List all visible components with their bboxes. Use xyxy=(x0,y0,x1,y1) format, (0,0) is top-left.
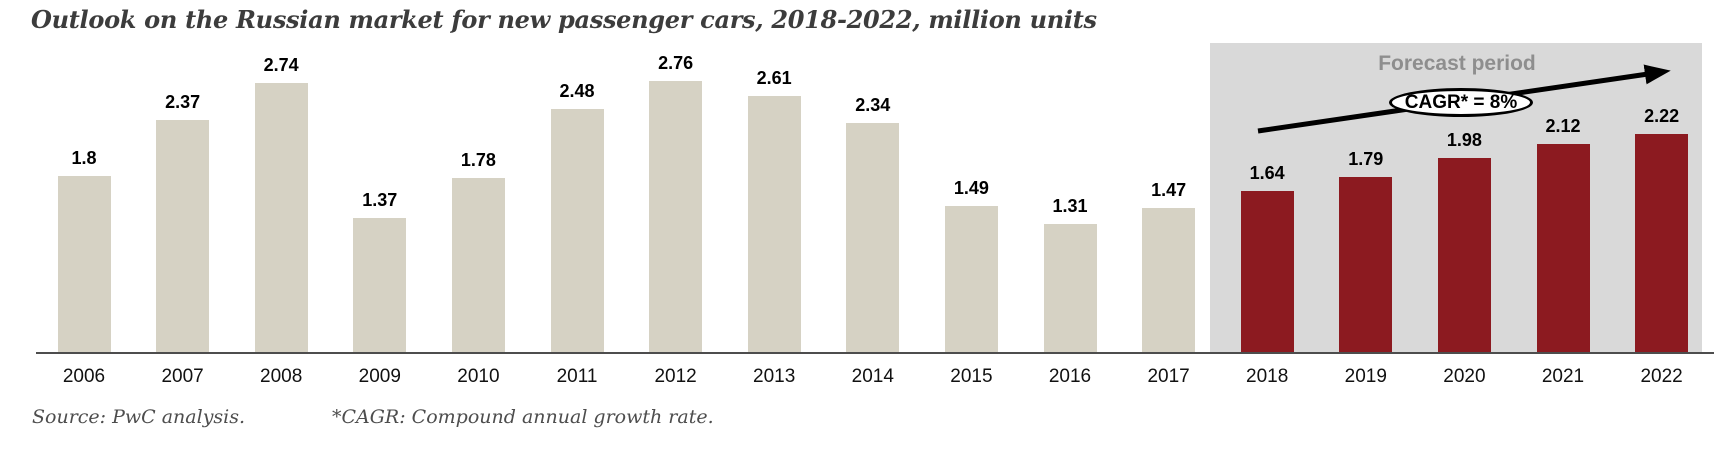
bar-2006 xyxy=(57,176,111,353)
value-label-2012: 2.76 xyxy=(658,53,694,73)
value-label-2007: 2.37 xyxy=(165,92,201,112)
year-label-2014: 2014 xyxy=(851,366,894,387)
value-label-2009: 1.37 xyxy=(362,190,398,210)
x-axis-line xyxy=(36,352,1714,354)
value-label-2019: 1.79 xyxy=(1348,149,1384,169)
value-label-2017: 1.47 xyxy=(1151,180,1187,200)
bar-2016 xyxy=(1043,224,1097,353)
bar-2010 xyxy=(451,178,505,353)
bar-2020 xyxy=(1437,158,1491,353)
value-label-2014: 2.34 xyxy=(855,95,891,115)
bar-2012 xyxy=(649,81,703,353)
year-label-2013: 2013 xyxy=(753,366,796,387)
year-label-2016: 2016 xyxy=(1048,366,1092,387)
year-label-2008: 2008 xyxy=(260,366,303,387)
year-label-2018: 2018 xyxy=(1246,366,1289,387)
bar-2017 xyxy=(1142,208,1196,353)
bar-2013 xyxy=(747,96,801,353)
bar-2021 xyxy=(1536,144,1590,353)
year-label-2020: 2020 xyxy=(1443,366,1486,387)
bar-2009 xyxy=(353,218,407,353)
year-label-2010: 2010 xyxy=(457,366,500,387)
year-label-2009: 2009 xyxy=(358,366,401,387)
year-label-2021: 2021 xyxy=(1541,366,1585,387)
bar-2007 xyxy=(156,120,210,353)
cagr-footnote: *CAGR: Compound annual growth rate. xyxy=(332,406,714,428)
value-label-2015: 1.49 xyxy=(953,178,989,198)
value-label-2022: 2.22 xyxy=(1644,106,1680,126)
value-label-2010: 1.78 xyxy=(460,150,496,170)
year-label-2012: 2012 xyxy=(654,366,697,387)
cagr-callout: CAGR* = 8% xyxy=(1389,88,1533,117)
source-note: Source: PwC analysis. xyxy=(32,406,246,428)
cagr-callout-label: CAGR* = 8% xyxy=(1404,91,1518,113)
bar-2011 xyxy=(550,109,604,353)
year-label-2011: 2011 xyxy=(556,366,598,387)
value-label-2021: 2.12 xyxy=(1545,116,1581,136)
value-label-2006: 1.8 xyxy=(71,148,97,168)
bar-2015 xyxy=(944,206,998,353)
footer: Source: PwC analysis. *CAGR: Compound an… xyxy=(0,406,1732,436)
value-label-2018: 1.64 xyxy=(1249,163,1285,183)
value-label-2016: 1.31 xyxy=(1052,196,1088,216)
bar-2022 xyxy=(1635,134,1689,353)
value-label-2008: 2.74 xyxy=(263,55,299,75)
chart-title: Outlook on the Russian market for new pa… xyxy=(31,5,1097,34)
year-label-2015: 2015 xyxy=(950,366,993,387)
bar-2014 xyxy=(846,123,900,353)
year-label-2022: 2022 xyxy=(1640,366,1683,387)
bar-2018 xyxy=(1240,191,1294,353)
value-label-2013: 2.61 xyxy=(756,68,792,88)
bar-2008 xyxy=(254,83,308,353)
year-label-2007: 2007 xyxy=(161,366,204,387)
forecast-period-label: Forecast period xyxy=(1378,52,1536,75)
value-label-2020: 1.98 xyxy=(1446,130,1482,150)
year-label-2017: 2017 xyxy=(1147,366,1190,387)
year-label-2019: 2019 xyxy=(1344,366,1387,387)
value-label-2011: 2.48 xyxy=(559,81,595,101)
bar-2019 xyxy=(1339,177,1393,353)
year-label-2006: 2006 xyxy=(62,366,106,387)
